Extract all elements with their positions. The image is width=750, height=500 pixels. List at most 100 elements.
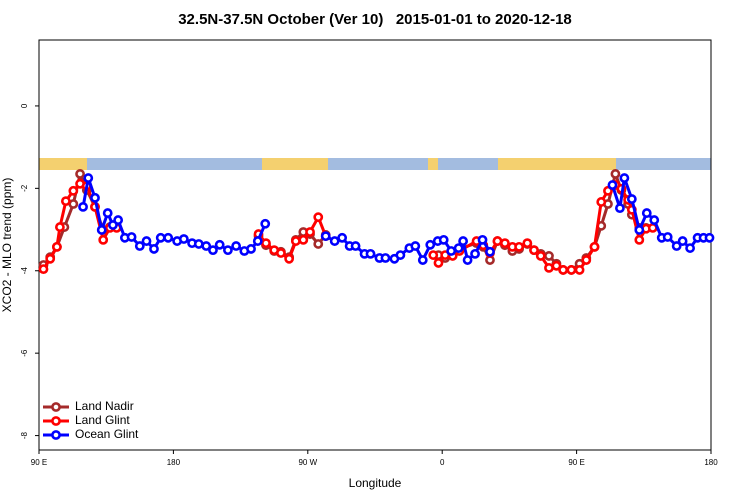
data-point: [223, 245, 233, 256]
data-point: [163, 232, 174, 243]
data-point: [581, 255, 592, 265]
chart-title: 32.5N-37.5N October (Ver 10) 2015-01-01 …: [178, 11, 572, 28]
data-point: [470, 248, 480, 259]
x-tick-label: 0: [440, 458, 445, 467]
x-axis-label: Longitude: [349, 476, 402, 490]
data-point: [313, 212, 324, 223]
data-point: [126, 232, 137, 242]
data-point: [438, 234, 449, 245]
data-point: [134, 241, 145, 251]
data-point: [671, 241, 682, 251]
data-point: [155, 232, 166, 243]
y-tick-label: 0: [20, 103, 29, 108]
data-point: [662, 232, 673, 242]
data-point: [90, 192, 100, 203]
data-point: [566, 265, 577, 275]
data-point: [626, 194, 637, 204]
data-point: [433, 258, 444, 268]
y-tick-label: -4: [20, 267, 29, 275]
data-point: [320, 231, 331, 242]
data-point: [329, 236, 340, 246]
data-point: [615, 203, 625, 214]
data-point: [78, 201, 88, 212]
data-point: [558, 265, 569, 275]
data-point: [38, 264, 49, 275]
data-point: [453, 243, 464, 253]
data-point: [634, 234, 645, 245]
legend-label: Land Glint: [75, 413, 130, 427]
data-point: [649, 215, 660, 225]
data-point: [458, 236, 469, 246]
data-point: [529, 245, 539, 256]
data-point: [410, 241, 421, 251]
data-point: [102, 208, 113, 218]
data-point: [98, 234, 109, 245]
y-axis-label: XCO2 - MLO trend (ppm): [0, 178, 14, 313]
data-point: [68, 199, 79, 209]
x-tick-label: 90 E: [31, 458, 47, 467]
data-point: [477, 234, 488, 245]
data-point: [337, 232, 348, 243]
data-point: [290, 236, 301, 246]
x-tick-label: 180: [704, 458, 718, 467]
data-point: [231, 241, 242, 251]
data-point: [462, 255, 473, 265]
legend-marker: [51, 402, 61, 412]
land-strip: [428, 158, 438, 170]
data-point: [607, 180, 618, 190]
data-point: [685, 243, 695, 253]
plot-frame: [38, 39, 712, 451]
data-point: [298, 234, 309, 245]
x-tick-label: 90 E: [568, 458, 584, 467]
data-point: [55, 222, 65, 232]
data-point: [677, 236, 688, 246]
data-point: [544, 262, 554, 273]
data-point: [350, 241, 361, 251]
data-point: [45, 253, 56, 264]
data-point: [260, 218, 271, 229]
data-point: [193, 239, 204, 249]
data-point: [75, 169, 85, 179]
data-point: [428, 250, 439, 260]
data-point: [96, 225, 107, 235]
data-point: [113, 215, 124, 225]
x-tick-label: 180: [167, 458, 181, 467]
data-point: [284, 253, 295, 264]
data-point: [425, 239, 436, 250]
data-point: [574, 265, 585, 275]
data-point: [208, 245, 218, 256]
series: [78, 173, 715, 265]
data-point: [68, 185, 79, 196]
data-point: [619, 173, 630, 183]
data-point: [596, 197, 607, 207]
surface-strip: [39, 158, 711, 170]
data-point: [214, 239, 225, 250]
legend-label: Ocean Glint: [75, 427, 139, 441]
land-strip: [39, 158, 87, 170]
data-point: [395, 250, 406, 260]
x-tick-label: 90 W: [298, 458, 317, 467]
y-tick-label: -6: [20, 349, 29, 357]
land-strip: [262, 158, 328, 170]
data-point: [261, 238, 271, 249]
data-point: [201, 241, 212, 251]
y-tick-label: -8: [20, 431, 29, 439]
legend-label: Land Nadir: [75, 399, 134, 413]
data-point: [589, 241, 600, 252]
y-tick-label: -2: [20, 184, 29, 192]
data-point: [492, 236, 503, 246]
data-point: [141, 236, 152, 246]
data-point: [313, 239, 324, 249]
data-point: [544, 251, 554, 261]
legend-marker: [51, 416, 61, 426]
data-point: [551, 260, 562, 271]
data-point: [704, 232, 715, 243]
data-point: [522, 238, 533, 249]
data-point: [52, 241, 62, 252]
data-point: [500, 238, 510, 249]
data-point: [178, 234, 189, 244]
data-point: [535, 251, 546, 261]
data-point: [149, 244, 159, 254]
land-strip: [498, 158, 616, 170]
